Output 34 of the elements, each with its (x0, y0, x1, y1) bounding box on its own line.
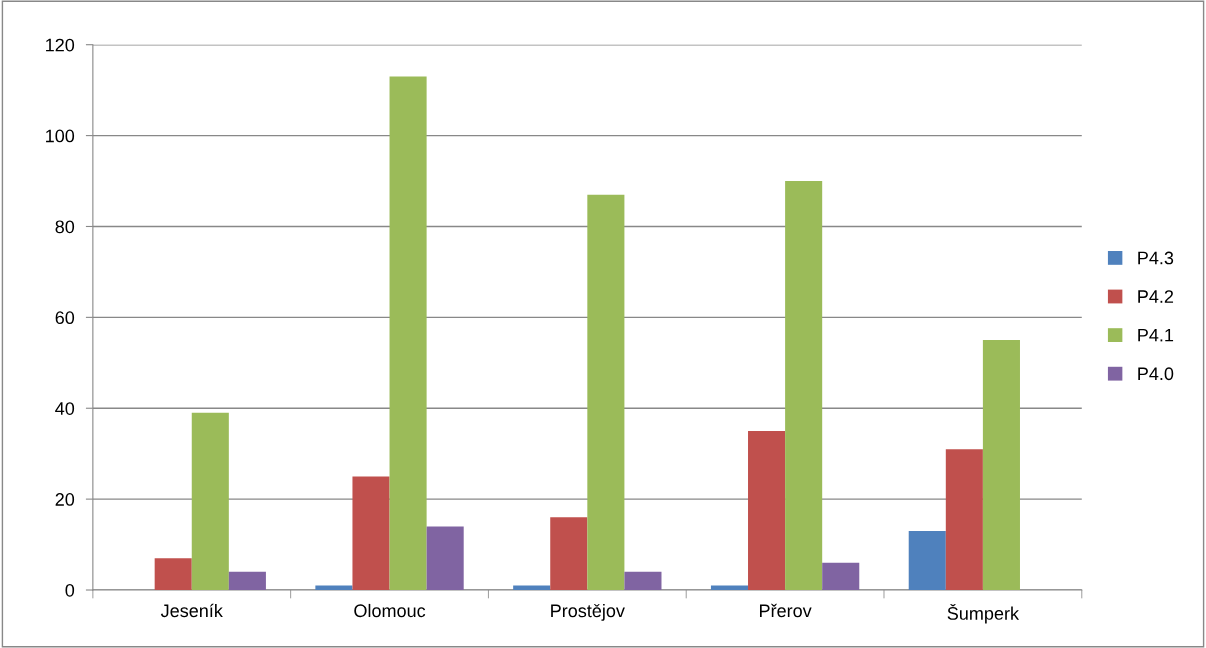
legend-label: P4.1 (1138, 328, 1174, 342)
x-tick-label: Přerov (760, 603, 812, 618)
y-tick-label: 80 (55, 220, 75, 234)
y-tick-label: 120 (46, 38, 75, 52)
y-tick-label: 60 (55, 311, 75, 325)
bar (315, 585, 353, 590)
bar (710, 585, 749, 590)
bar (228, 571, 266, 590)
legend-label: P4.2 (1138, 290, 1174, 303)
bar (624, 571, 662, 590)
legend-label: P4.0 (1138, 367, 1174, 381)
x-tick-label: Jeseník (160, 603, 223, 618)
bar (748, 430, 786, 590)
bar (550, 517, 588, 590)
y-tick-label: 40 (55, 402, 75, 415)
bar (982, 340, 1020, 590)
bar (389, 76, 427, 590)
x-tick-label: Olomouc (354, 603, 426, 618)
x-tick-label: Prostějov (551, 603, 625, 621)
bar (154, 558, 192, 590)
bar (426, 526, 464, 590)
x-tick-label: Šumperk (947, 603, 1020, 624)
y-tick-label: 0 (65, 583, 75, 597)
y-tick-label: 100 (46, 129, 75, 143)
bar (945, 449, 983, 590)
y-tick-label: 20 (55, 493, 75, 506)
legend-label: P4.3 (1138, 251, 1174, 265)
bar (352, 476, 390, 590)
bar (822, 562, 860, 590)
bar (587, 194, 625, 590)
bar (908, 530, 946, 590)
bar (513, 585, 551, 590)
bar (191, 412, 229, 590)
bar (785, 181, 823, 590)
